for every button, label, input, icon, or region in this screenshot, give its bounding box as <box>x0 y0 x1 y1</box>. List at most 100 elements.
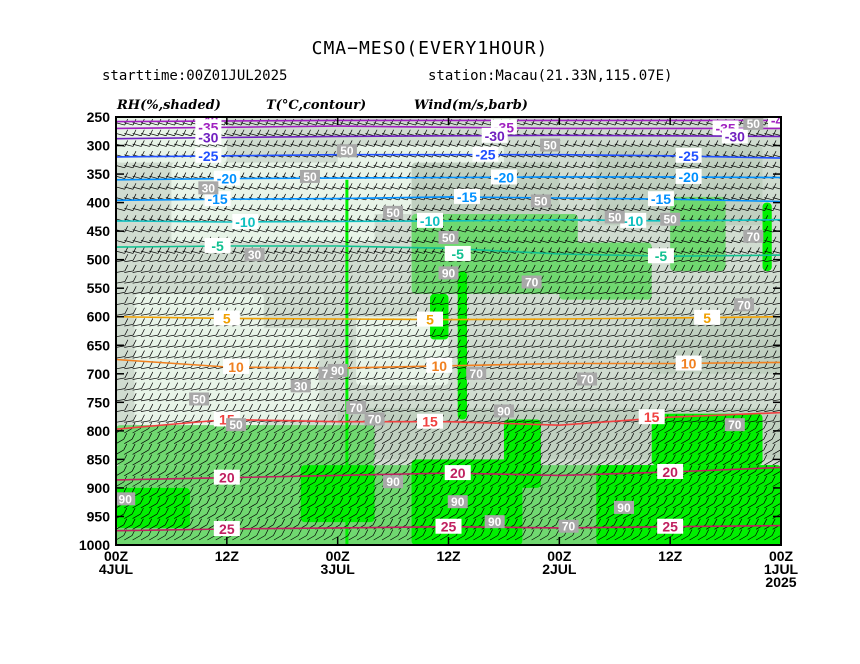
wind-barb <box>131 518 136 525</box>
wind-barb <box>265 398 275 402</box>
wind-barb <box>298 129 303 136</box>
wind-barb <box>223 497 227 504</box>
wind-barb <box>257 350 262 357</box>
wind-barb <box>248 497 252 504</box>
wind-barb <box>340 345 350 348</box>
wind-barb <box>149 492 158 498</box>
wind-barb <box>324 382 328 389</box>
wind-barb <box>365 275 370 282</box>
wind-barb <box>248 388 258 391</box>
wind-barb <box>132 428 141 434</box>
wind-barb <box>149 302 159 305</box>
wind-barb <box>240 186 250 190</box>
wind-barb <box>381 240 391 244</box>
wind-barb <box>257 535 266 541</box>
wind-barb <box>273 377 283 380</box>
wind-barb <box>373 215 378 222</box>
wind-barb <box>224 259 233 263</box>
wind-barb <box>307 414 312 421</box>
wind-barb <box>290 302 300 305</box>
wind-barb <box>348 334 358 338</box>
wind-barb <box>165 460 174 466</box>
wind-barb <box>149 122 159 126</box>
wind-barb <box>323 236 328 243</box>
wind-barb <box>174 535 183 541</box>
wind-barb <box>273 313 283 316</box>
wind-barb <box>348 503 357 509</box>
wind-barb <box>124 471 133 477</box>
wind-barb <box>332 328 336 336</box>
wind-barb <box>331 454 335 461</box>
wind-barb <box>231 486 236 493</box>
wind-barb <box>232 129 237 136</box>
wind-barb <box>206 465 211 472</box>
wind-barb <box>281 443 286 451</box>
wind-barb <box>265 183 270 190</box>
wind-barb <box>381 449 390 455</box>
wind-barb <box>190 324 200 327</box>
wind-barb <box>215 254 220 261</box>
wind-barb <box>390 371 395 379</box>
wind-barb <box>373 438 382 445</box>
wind-barb <box>290 409 300 412</box>
wind-barb <box>124 524 133 530</box>
wind-barb <box>224 382 228 389</box>
wind-barb <box>157 264 162 272</box>
wind-barb <box>249 339 253 347</box>
wind-barb <box>274 307 278 314</box>
wind-barb <box>273 433 277 440</box>
wind-barb <box>315 122 325 126</box>
wind-barb <box>141 161 145 168</box>
wind-barb <box>265 460 274 466</box>
wind-barb <box>215 382 220 389</box>
wind-barb <box>141 247 145 254</box>
wind-barb <box>265 165 275 169</box>
wind-barb <box>165 313 175 316</box>
wind-barb <box>223 165 233 169</box>
wind-barb <box>207 388 217 391</box>
wind-barb <box>248 133 258 137</box>
wind-barb <box>364 497 369 504</box>
wind-barb <box>373 236 378 243</box>
wind-barb <box>265 122 275 126</box>
wind-barb <box>215 503 224 509</box>
wind-barb <box>165 302 175 305</box>
wind-barb <box>174 524 183 530</box>
wind-barb <box>116 270 125 273</box>
wind-barb <box>323 503 332 509</box>
wind-barb <box>315 339 320 347</box>
wind-barb <box>140 449 149 455</box>
wind-barb <box>166 328 170 336</box>
wind-barb <box>141 393 145 400</box>
wind-barb <box>165 215 170 222</box>
wind-barb <box>182 524 191 530</box>
wind-barb <box>248 165 258 169</box>
wind-barb <box>265 186 275 190</box>
wind-barb <box>240 281 250 284</box>
wind-barb <box>306 497 310 504</box>
wind-barb <box>273 270 283 273</box>
wind-barb <box>232 259 242 263</box>
wind-barb <box>348 215 353 222</box>
wind-barb <box>381 529 385 536</box>
wind-barb <box>223 433 227 440</box>
wind-barb <box>157 254 162 261</box>
wind-barb <box>290 328 295 336</box>
wind-barb <box>348 377 358 380</box>
wind-barb <box>157 225 162 233</box>
wind-barb <box>232 503 241 509</box>
wind-barb <box>198 497 202 504</box>
wind-barb <box>240 438 249 445</box>
wind-barb <box>174 403 179 411</box>
wind-barb <box>174 291 184 295</box>
wind-barb <box>382 328 386 336</box>
wind-barb <box>232 492 241 498</box>
wind-barb <box>199 207 208 211</box>
wind-barb <box>256 465 261 472</box>
wind-barb <box>199 275 203 282</box>
wind-barb <box>298 356 308 359</box>
wind-barb <box>273 388 283 391</box>
wind-barb <box>298 150 303 158</box>
wind-barb <box>215 393 220 400</box>
wind-barb <box>214 433 219 440</box>
